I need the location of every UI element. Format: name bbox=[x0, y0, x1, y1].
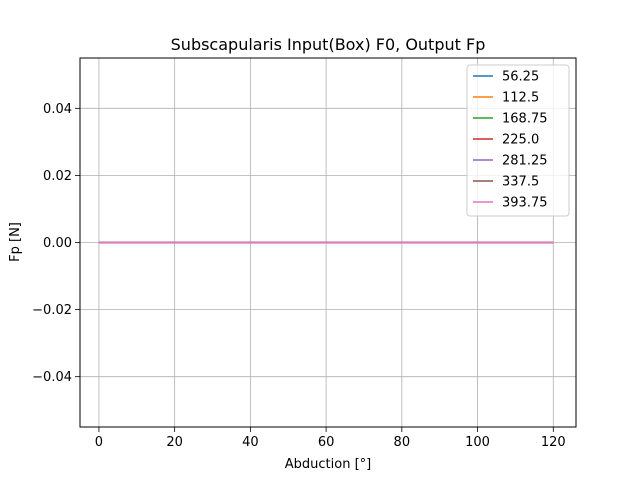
y-axis-label: Fp [N] bbox=[8, 222, 23, 262]
y-tick-label: 0.00 bbox=[43, 236, 72, 251]
y-tick-label: −0.04 bbox=[32, 370, 72, 385]
legend-label: 393.75 bbox=[502, 196, 548, 211]
y-tick-label: −0.02 bbox=[32, 303, 72, 318]
x-tick-label: 20 bbox=[166, 435, 183, 450]
y-tick-label: 0.04 bbox=[43, 102, 72, 117]
x-axis-label: Abduction [°] bbox=[285, 457, 371, 472]
x-tick-label: 40 bbox=[242, 435, 259, 450]
legend-label: 225.0 bbox=[502, 133, 539, 148]
x-tick-label: 0 bbox=[95, 435, 103, 450]
legend-label: 56.25 bbox=[502, 70, 539, 85]
axis-ticks: 0 20 40 60 80 100 120 −0.04 −0.02 0.00 0.02 0.04 bbox=[32, 102, 566, 450]
legend-box bbox=[466, 64, 570, 217]
x-tick-label: 100 bbox=[465, 435, 490, 450]
legend-label: 337.5 bbox=[502, 175, 539, 190]
chart-title: Subscapularis Input(Box) F0, Output Fp bbox=[171, 35, 486, 54]
legend: 56.25 112.5 168.75 225.0 281.25 337.5 393.75 bbox=[466, 64, 570, 217]
x-tick-label: 80 bbox=[394, 435, 411, 450]
legend-label: 281.25 bbox=[502, 154, 548, 169]
x-tick-label: 120 bbox=[541, 435, 566, 450]
x-tick-label: 60 bbox=[318, 435, 335, 450]
legend-label: 168.75 bbox=[502, 112, 548, 127]
legend-label: 112.5 bbox=[502, 91, 539, 106]
y-tick-label: 0.02 bbox=[43, 169, 72, 184]
